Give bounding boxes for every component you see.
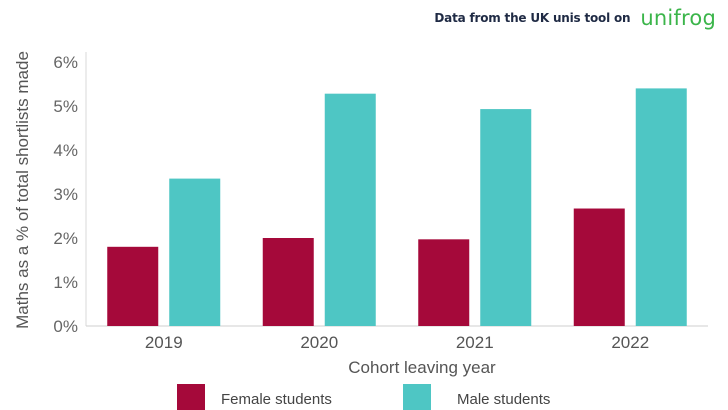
- y-tick-label: 0%: [53, 317, 78, 336]
- bar-female-students-2021: [418, 239, 469, 326]
- bar-female-students-2019: [107, 247, 158, 326]
- y-tick-label: 6%: [53, 53, 78, 72]
- bar-male-students-2022: [636, 88, 687, 326]
- x-tick-label: 2020: [300, 333, 338, 352]
- y-axis-ticks: 0% 1% 2% 3% 4% 5% 6%: [53, 53, 78, 336]
- bar-male-students-2021: [480, 109, 531, 326]
- bar-male-students-2020: [325, 94, 376, 326]
- legend-label: Female students: [221, 391, 332, 408]
- y-tick-label: 5%: [53, 97, 78, 116]
- x-axis-label: Cohort leaving year: [348, 358, 496, 377]
- legend-swatch-female-students: [177, 384, 205, 410]
- legend-swatch-male-students: [403, 384, 431, 410]
- bars: [107, 88, 687, 326]
- x-axis-ticks: 2019 2020 2021 2022: [145, 333, 649, 352]
- y-tick-label: 2%: [53, 229, 78, 248]
- x-tick-label: 2019: [145, 333, 183, 352]
- y-tick-label: 1%: [53, 273, 78, 292]
- x-tick-label: 2021: [456, 333, 494, 352]
- bar-female-students-2022: [574, 209, 625, 326]
- legend-label: Male students: [457, 391, 550, 408]
- x-tick-label: 2022: [611, 333, 649, 352]
- bar-female-students-2020: [263, 238, 314, 326]
- legend: Female students Male students: [177, 384, 550, 410]
- bar-male-students-2019: [169, 179, 220, 326]
- y-tick-label: 4%: [53, 141, 78, 160]
- y-tick-label: 3%: [53, 185, 78, 204]
- y-axis-label: Maths as a % of total shortlists made: [13, 51, 32, 329]
